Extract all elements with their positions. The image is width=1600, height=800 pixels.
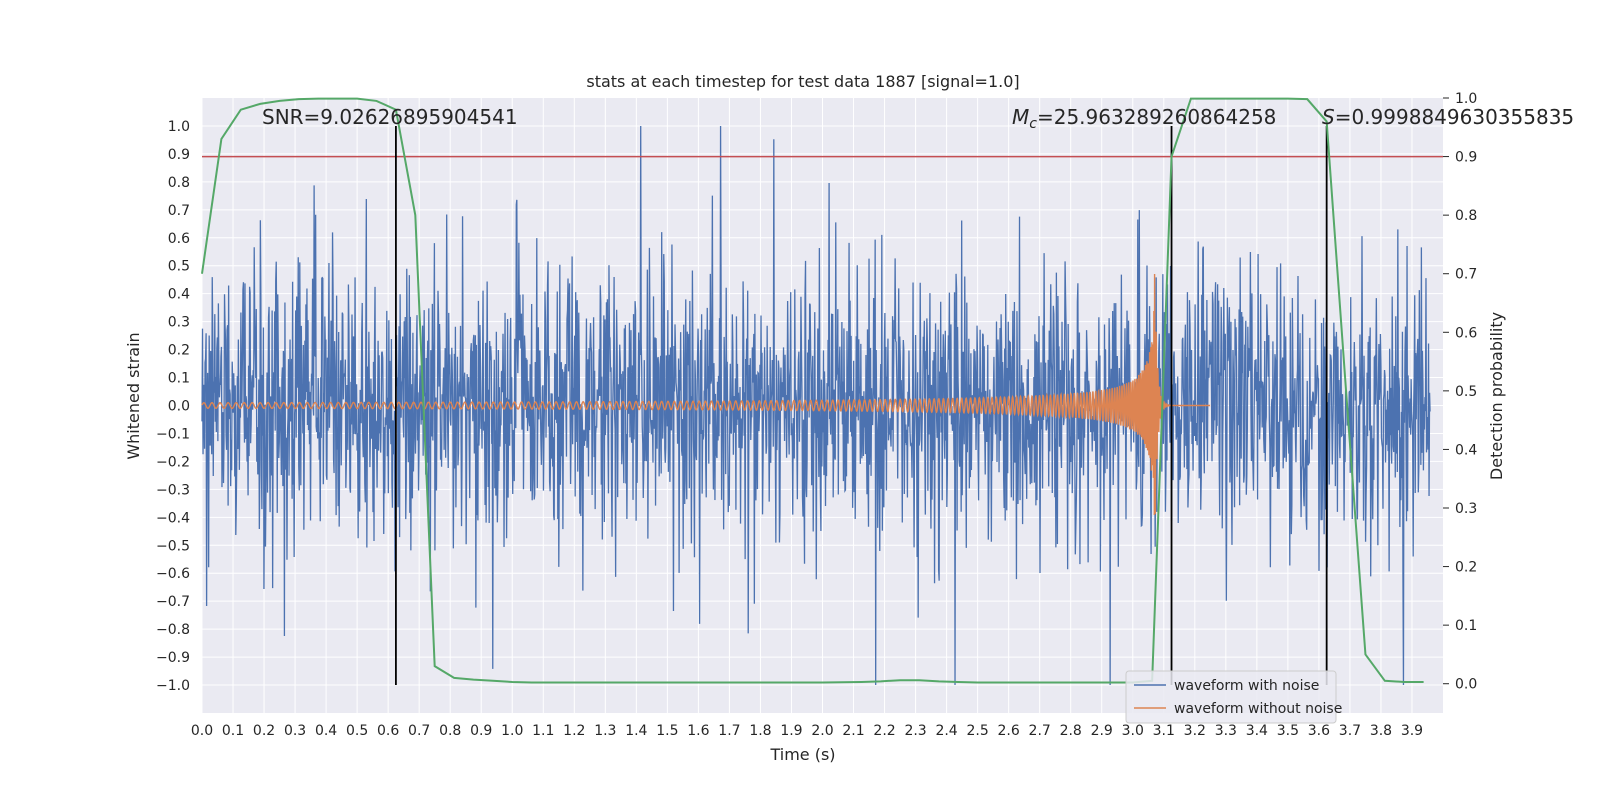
y-tick-label: 0.9 xyxy=(168,147,190,163)
x-tick-label: 2.8 xyxy=(1060,723,1082,739)
y-tick-label: 0.3 xyxy=(168,315,190,331)
chirp-mass-symbol: M xyxy=(1012,105,1029,129)
detection-score-symbol: S xyxy=(1322,105,1335,129)
x-tick-label: 0.8 xyxy=(439,723,461,739)
chirp-mass-value: =25.963289260864258 xyxy=(1037,105,1276,129)
x-tick-label: 3.8 xyxy=(1370,723,1392,739)
y2-tick-label: 0.5 xyxy=(1455,384,1477,400)
x-tick-label: 2.7 xyxy=(1029,723,1051,739)
y-tick-label: 0.8 xyxy=(168,175,190,191)
y2-tick-label: 0.6 xyxy=(1455,325,1477,341)
x-tick-label: 1.6 xyxy=(687,723,709,739)
x-tick-label: 3.4 xyxy=(1246,723,1268,739)
y-axis-ticks: 1.0 0.9 0.8 0.7 0.6 0.5 0.4 0.3 0.2 0.1 0.0 −0.1 −0.… xyxy=(156,119,190,694)
x-tick-label: 2.5 xyxy=(966,723,988,739)
x-tick-label: 3.5 xyxy=(1277,723,1299,739)
y-tick-label: 0.5 xyxy=(168,259,190,275)
legend: waveform with noise waveform without noi… xyxy=(1125,670,1342,724)
chirp-mass-subscript: c xyxy=(1029,116,1037,132)
x-tick-label: 1.9 xyxy=(780,723,802,739)
y-tick-label: −0.3 xyxy=(156,482,190,498)
legend-label-noise: waveform with noise xyxy=(1174,678,1319,694)
x-tick-label: 0.7 xyxy=(408,723,430,739)
series-waveform-with-noise xyxy=(201,125,1431,686)
x-tick-label: 0.2 xyxy=(253,723,275,739)
y-tick-label: 0.0 xyxy=(168,399,190,415)
y-tick-label: 0.2 xyxy=(168,343,190,359)
x-tick-label: 0.5 xyxy=(346,723,368,739)
y-tick-label: −0.4 xyxy=(156,510,190,526)
x-tick-label: 0.4 xyxy=(315,723,337,739)
snr-annotation: SNR=9.02626895904541 xyxy=(262,105,518,129)
x-tick-label: 2.6 xyxy=(998,723,1020,739)
y2-tick-label: 1.0 xyxy=(1455,91,1477,107)
y-tick-label: −0.1 xyxy=(156,426,190,442)
y2-tick-label: 0.4 xyxy=(1455,442,1477,458)
x-tick-label: 2.0 xyxy=(811,723,833,739)
x-tick-label: 1.8 xyxy=(749,723,771,739)
vertical-markers xyxy=(395,125,1328,686)
x-tick-label: 1.3 xyxy=(594,723,616,739)
y2-tick-label: 0.2 xyxy=(1455,560,1477,576)
x-tick-label: 3.0 xyxy=(1122,723,1144,739)
legend-box xyxy=(1125,670,1337,724)
y2-tick-label: 0.7 xyxy=(1455,267,1477,283)
noise-waveform-line xyxy=(201,125,1431,686)
x-tick-label: 1.5 xyxy=(656,723,678,739)
x-tick-label: 3.3 xyxy=(1215,723,1237,739)
y-tick-label: −0.2 xyxy=(156,454,190,470)
y2-tick-label: 0.9 xyxy=(1455,150,1477,166)
y-tick-label: −0.9 xyxy=(156,650,190,666)
chart-title: stats at each timestep for test data 188… xyxy=(586,72,1019,91)
x-axis-ticks: 0.0 0.1 0.2 0.3 0.4 0.5 0.6 0.7 0.8 0.9 1.0 1.1 1.2 1… xyxy=(191,723,1423,739)
x-tick-label: 1.1 xyxy=(532,723,554,739)
x-tick-label: 2.2 xyxy=(873,723,895,739)
detection-score-annotation: S=0.9998849630355835 xyxy=(1322,105,1574,129)
y-tick-label: 0.6 xyxy=(168,231,190,247)
probability-line xyxy=(201,97,1424,684)
y-tick-label: 0.4 xyxy=(168,287,190,303)
x-tick-label: 1.4 xyxy=(625,723,647,739)
x-tick-label: 3.9 xyxy=(1401,723,1423,739)
x-tick-label: 1.0 xyxy=(501,723,523,739)
x-tick-label: 2.1 xyxy=(842,723,864,739)
x-tick-label: 0.3 xyxy=(284,723,306,739)
x-tick-label: 2.9 xyxy=(1091,723,1113,739)
y-axis-label: Whitened strain xyxy=(124,332,143,459)
series-waveform-without-noise xyxy=(201,273,1211,515)
y-tick-label: 0.7 xyxy=(168,203,190,219)
y-tick-label: 1.0 xyxy=(168,119,190,135)
x-tick-label: 2.3 xyxy=(904,723,926,739)
x-tick-label: 0.1 xyxy=(222,723,244,739)
x-tick-label: 3.1 xyxy=(1153,723,1175,739)
x-tick-label: 0.0 xyxy=(191,723,213,739)
y-tick-label: 0.1 xyxy=(168,371,190,387)
y2-axis-ticks: 1.0 0.9 0.8 0.7 0.6 0.5 0.4 0.3 0.2 0.1 0.0 xyxy=(1443,91,1477,693)
y2-axis-label: Detection probability xyxy=(1487,312,1506,480)
y-tick-label: −0.5 xyxy=(156,538,190,554)
x-tick-label: 0.9 xyxy=(470,723,492,739)
chirp-mass-annotation: Mc=25.963289260864258 xyxy=(1012,105,1276,132)
y-tick-label: −0.8 xyxy=(156,622,190,638)
x-tick-label: 1.7 xyxy=(718,723,740,739)
y-tick-label: −0.7 xyxy=(156,594,190,610)
legend-label-clean: waveform without noise xyxy=(1174,701,1342,717)
x-tick-label: 2.4 xyxy=(935,723,957,739)
x-tick-label: 1.2 xyxy=(563,723,585,739)
x-tick-label: 3.7 xyxy=(1339,723,1361,739)
detection-score-value: =0.9998849630355835 xyxy=(1335,105,1574,129)
x-tick-label: 3.6 xyxy=(1308,723,1330,739)
y2-tick-label: 0.8 xyxy=(1455,208,1477,224)
y2-tick-label: 0.0 xyxy=(1455,677,1477,693)
x-tick-label: 0.6 xyxy=(377,723,399,739)
y2-tick-label: 0.1 xyxy=(1455,618,1477,634)
clean-waveform-line xyxy=(201,273,1211,515)
y-tick-label: −0.6 xyxy=(156,566,190,582)
x-tick-label: 3.2 xyxy=(1184,723,1206,739)
series-detection-probability xyxy=(201,97,1424,684)
y-tick-label: −1.0 xyxy=(156,678,190,694)
y2-tick-label: 0.3 xyxy=(1455,501,1477,517)
x-axis-label: Time (s) xyxy=(769,745,835,764)
